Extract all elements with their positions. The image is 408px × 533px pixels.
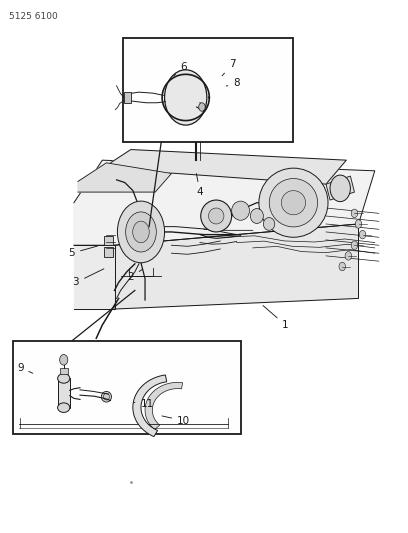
Circle shape — [339, 262, 346, 271]
Ellipse shape — [282, 191, 306, 215]
Ellipse shape — [232, 201, 250, 220]
Ellipse shape — [264, 217, 275, 230]
Circle shape — [60, 354, 68, 365]
Circle shape — [355, 220, 362, 228]
Circle shape — [330, 175, 350, 201]
Text: 2: 2 — [127, 269, 143, 282]
Circle shape — [345, 252, 352, 260]
Ellipse shape — [201, 200, 232, 232]
Bar — [60, 368, 68, 374]
Polygon shape — [326, 176, 355, 200]
Text: 8: 8 — [226, 78, 240, 88]
Ellipse shape — [58, 374, 70, 383]
Circle shape — [351, 241, 358, 249]
Polygon shape — [78, 163, 171, 192]
Polygon shape — [74, 245, 115, 309]
Ellipse shape — [208, 208, 224, 224]
Text: 4: 4 — [196, 174, 203, 197]
Bar — [58, 378, 70, 408]
Text: 7: 7 — [222, 60, 236, 76]
Ellipse shape — [251, 208, 264, 223]
Ellipse shape — [58, 403, 70, 413]
Ellipse shape — [269, 179, 318, 227]
Polygon shape — [102, 150, 346, 184]
Text: 3: 3 — [73, 269, 104, 287]
Text: 10: 10 — [162, 416, 190, 426]
Bar — [123, 38, 293, 142]
Circle shape — [164, 70, 207, 125]
Polygon shape — [145, 382, 183, 430]
Text: 9: 9 — [17, 362, 33, 373]
Circle shape — [199, 103, 205, 111]
Text: 5125 6100: 5125 6100 — [9, 12, 58, 21]
Ellipse shape — [259, 168, 328, 237]
Bar — [104, 247, 113, 257]
Bar — [124, 92, 131, 103]
Text: 6: 6 — [173, 62, 187, 76]
Text: 1: 1 — [263, 305, 288, 330]
Text: 5: 5 — [69, 246, 98, 258]
Circle shape — [351, 209, 358, 217]
Text: 11: 11 — [133, 399, 154, 409]
Polygon shape — [115, 224, 359, 309]
Bar — [104, 236, 113, 245]
Bar — [13, 341, 241, 434]
Polygon shape — [74, 160, 375, 245]
Circle shape — [118, 201, 164, 263]
Circle shape — [133, 221, 149, 243]
Polygon shape — [133, 375, 167, 437]
Ellipse shape — [101, 391, 111, 402]
Circle shape — [126, 212, 156, 252]
Circle shape — [359, 230, 366, 239]
